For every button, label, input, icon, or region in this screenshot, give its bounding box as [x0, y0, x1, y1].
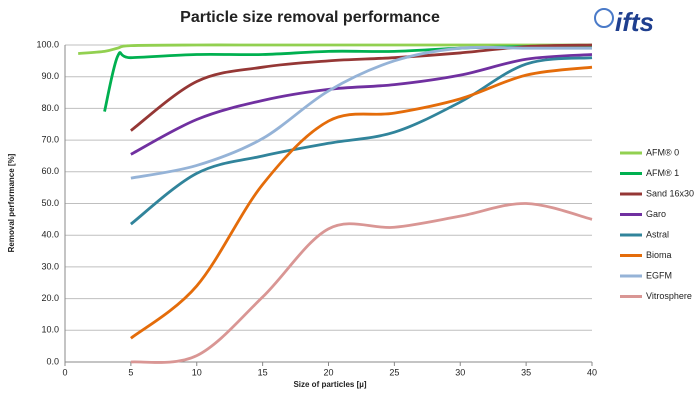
x-tick-label: 5	[128, 367, 133, 377]
x-tick-label: 10	[192, 367, 202, 377]
y-tick-label: 60.0	[41, 166, 59, 176]
series-line	[78, 43, 592, 55]
y-axis-label: Removal performance [%]	[7, 153, 16, 252]
series-line	[130, 56, 593, 226]
logo-mark	[594, 8, 614, 28]
x-tick-label: 35	[521, 367, 531, 377]
legend-label: Garo	[646, 209, 666, 219]
logo: ifts	[615, 7, 654, 37]
y-tick-label: 70.0	[41, 134, 59, 144]
x-tick-label: 30	[455, 367, 465, 377]
x-axis-label: Size of particles [µ]	[293, 380, 366, 389]
legend-label: AFM® 1	[646, 168, 679, 178]
legend-label: Bioma	[646, 250, 672, 260]
y-tick-label: 100.0	[36, 39, 59, 49]
legend-label: Vitrosphere	[646, 291, 692, 301]
y-tick-label: 30.0	[41, 261, 59, 271]
legend-label: Sand 16x30	[646, 188, 694, 198]
y-tick-label: 90.0	[41, 71, 59, 81]
x-tick-label: 15	[258, 367, 268, 377]
y-tick-label: 10.0	[41, 325, 59, 335]
y-tick-label: 40.0	[41, 230, 59, 240]
y-tick-label: 0.0	[46, 356, 59, 366]
y-tick-label: 20.0	[41, 293, 59, 303]
x-tick-label: 25	[389, 367, 399, 377]
legend-label: AFM® 0	[646, 147, 679, 157]
y-tick-label: 50.0	[41, 198, 59, 208]
series-line	[130, 202, 593, 364]
series-line	[130, 65, 593, 340]
chart-title: Particle size removal performance	[180, 9, 440, 26]
y-tick-label: 80.0	[41, 103, 59, 113]
x-tick-label: 20	[323, 367, 333, 377]
series-line	[130, 53, 593, 156]
series-line	[130, 45, 592, 180]
x-tick-label: 0	[62, 367, 67, 377]
legend-label: EGFM	[646, 270, 672, 280]
x-tick-label: 40	[587, 367, 597, 377]
legend-label: Astral	[646, 229, 669, 239]
